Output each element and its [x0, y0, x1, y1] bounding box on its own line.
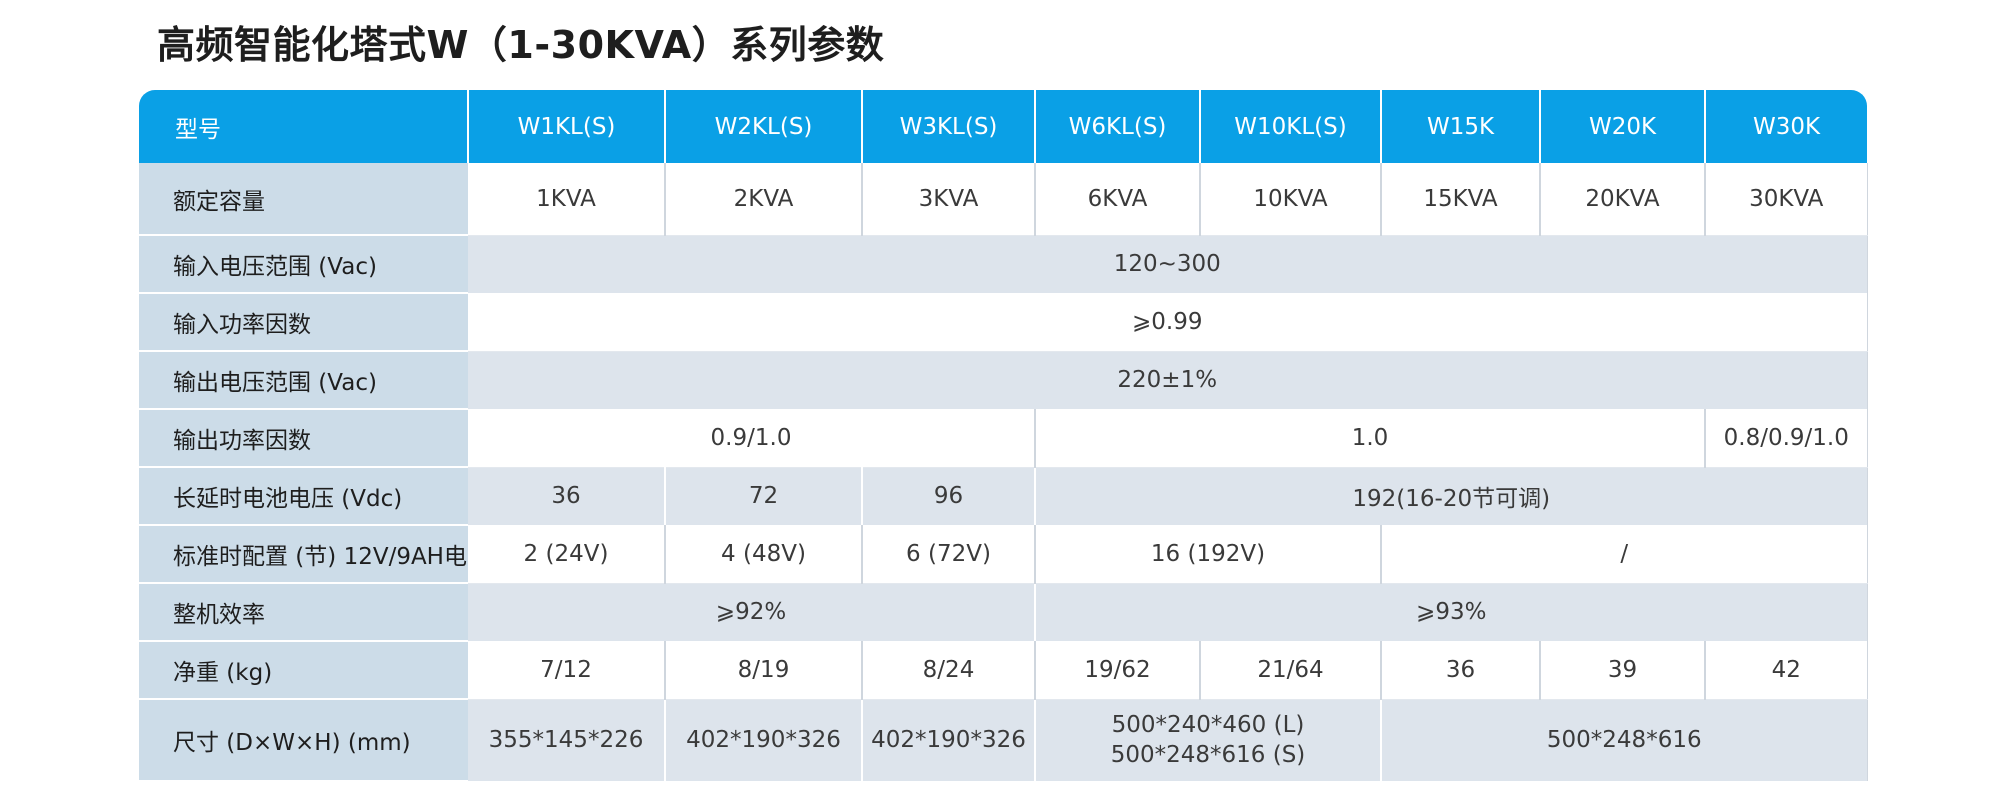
spec-table: 型号 W1KL(S) W2KL(S) W3KL(S) W6KL(S) W10KL… [139, 90, 1868, 782]
row-label: 输入电压范围 (Vac) [139, 235, 468, 294]
header-model: W30K [1705, 90, 1867, 163]
table-cell: / [1381, 525, 1868, 584]
table-cell: 16 (192V) [1035, 525, 1382, 584]
table-cell: 96 [862, 467, 1036, 525]
header-row: 型号 W1KL(S) W2KL(S) W3KL(S) W6KL(S) W10KL… [139, 90, 1867, 163]
table-row-battery-voltage: 长延时电池电压 (Vdc) 36 72 96 192(16-20节可调) [139, 467, 1868, 526]
table-cell: 220±1% [468, 351, 1868, 409]
row-label: 额定容量 [139, 163, 468, 236]
table-cell: 7/12 [468, 641, 666, 700]
table-cell: 120~300 [468, 235, 1868, 293]
header-model: W6KL(S) [1035, 90, 1201, 163]
table-cell: 3KVA [862, 163, 1036, 236]
table-cell: 500*240*460 (L) 500*248*616 (S) [1035, 699, 1382, 781]
table-row-weight: 净重 (kg) 7/12 8/19 8/24 19/62 21/64 36 39… [139, 641, 1868, 700]
row-label: 输出功率因数 [139, 409, 468, 468]
size-line-s: 500*248*616 (S) [1110, 742, 1306, 769]
table-row-efficiency: 整机效率 ⩾92% ⩾93% [139, 583, 1868, 642]
table-cell: 0.9/1.0 [468, 409, 1036, 468]
table-cell: 355*145*226 [468, 699, 666, 781]
table-cell: 10KVA [1200, 163, 1382, 236]
header-model: W2KL(S) [665, 90, 863, 163]
table-cell: 2 (24V) [468, 525, 666, 584]
row-label: 标准时配置 (节) 12V/9AH电池 [139, 525, 468, 584]
table-cell: 192(16-20节可调) [1035, 467, 1868, 525]
table-cell: 39 [1540, 641, 1706, 700]
table-cell: 30KVA [1705, 163, 1868, 236]
row-label: 整机效率 [139, 583, 468, 642]
table-cell: 8/24 [862, 641, 1036, 700]
table-cell: 6 (72V) [862, 525, 1036, 584]
table-row-capacity: 额定容量 1KVA 2KVA 3KVA 6KVA 10KVA 15KVA 20K… [139, 163, 1868, 236]
header-model: W20K [1540, 90, 1706, 163]
header-model: W10KL(S) [1200, 90, 1382, 163]
table-cell: 19/62 [1035, 641, 1201, 700]
table-cell: ⩾92% [468, 583, 1036, 641]
table-cell: 36 [468, 467, 666, 525]
table-cell: 36 [1381, 641, 1541, 700]
header-model: W3KL(S) [862, 90, 1036, 163]
header-model: W15K [1381, 90, 1541, 163]
table-row-standard-battery: 标准时配置 (节) 12V/9AH电池 2 (24V) 4 (48V) 6 (7… [139, 525, 1868, 584]
table-row-output-voltage: 输出电压范围 (Vac) 220±1% [139, 351, 1868, 410]
row-label: 尺寸 (D×W×H) (mm) [139, 699, 468, 782]
row-label: 长延时电池电压 (Vdc) [139, 467, 468, 526]
header-model-label: 型号 [139, 90, 469, 163]
table-cell: 1KVA [468, 163, 666, 236]
table-cell: ⩾93% [1035, 583, 1868, 641]
table-cell: 0.8/0.9/1.0 [1705, 409, 1868, 468]
table-cell: 402*190*326 [665, 699, 863, 781]
table-cell: 72 [665, 467, 863, 525]
table-row-output-pf: 输出功率因数 0.9/1.0 1.0 0.8/0.9/1.0 [139, 409, 1868, 468]
row-label: 输入功率因数 [139, 293, 468, 352]
page-title: 高频智能化塔式W（1-30KVA）系列参数 [157, 23, 885, 67]
row-label: 输出电压范围 (Vac) [139, 351, 468, 410]
table-cell: 402*190*326 [862, 699, 1036, 781]
header-model: W1KL(S) [468, 90, 666, 163]
table-row-size: 尺寸 (D×W×H) (mm) 355*145*226 402*190*326 … [139, 699, 1868, 782]
table-cell: 20KVA [1540, 163, 1706, 236]
table-cell: 21/64 [1200, 641, 1382, 700]
size-line-l: 500*240*460 (L) [1111, 712, 1305, 739]
row-label: 净重 (kg) [139, 641, 468, 700]
table-cell: ⩾0.99 [468, 293, 1868, 352]
table-cell: 4 (48V) [665, 525, 863, 584]
table-row-input-voltage: 输入电压范围 (Vac) 120~300 [139, 235, 1868, 294]
table-cell: 2KVA [665, 163, 863, 236]
table-cell: 6KVA [1035, 163, 1201, 236]
table-cell: 8/19 [665, 641, 863, 700]
table-cell: 15KVA [1381, 163, 1541, 236]
table-cell: 42 [1705, 641, 1868, 700]
table-cell: 500*248*616 [1381, 699, 1868, 781]
table-cell: 1.0 [1035, 409, 1706, 468]
table-row-input-pf: 输入功率因数 ⩾0.99 [139, 293, 1868, 352]
